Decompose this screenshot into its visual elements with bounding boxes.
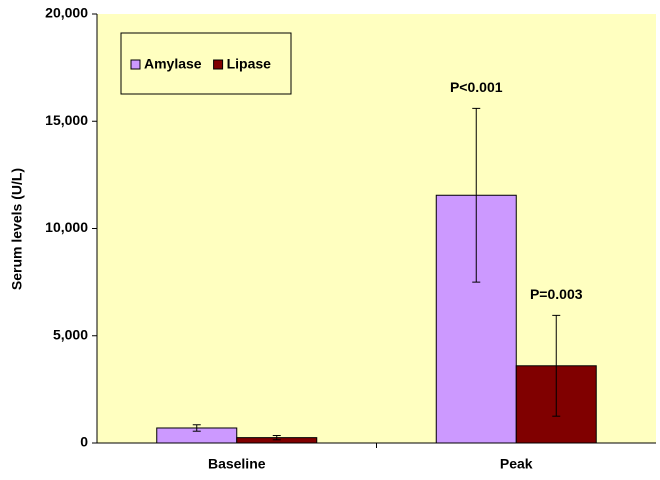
legend-swatch bbox=[130, 59, 141, 70]
y-tick-label: 0 bbox=[80, 434, 88, 450]
x-tick-label: Baseline bbox=[208, 456, 266, 472]
error-bar bbox=[472, 107, 481, 283]
error-bar bbox=[272, 434, 281, 441]
y-tick-label: 15,000 bbox=[45, 112, 88, 128]
y-tick-label: 5,000 bbox=[53, 326, 88, 342]
annotation: P=0.003 bbox=[530, 286, 583, 302]
legend-label: Amylase bbox=[144, 56, 202, 72]
legend-box bbox=[120, 32, 292, 95]
legend-label: Lipase bbox=[227, 56, 272, 72]
y-tick-label: 20,000 bbox=[45, 5, 88, 21]
error-bar bbox=[552, 314, 561, 417]
y-axis-label: Serum levels (U/L) bbox=[9, 168, 25, 290]
legend-swatch bbox=[213, 59, 224, 70]
error-bar bbox=[192, 424, 201, 432]
x-tick-label: Peak bbox=[500, 456, 533, 472]
y-tick-label: 10,000 bbox=[45, 219, 88, 235]
annotation: P<0.001 bbox=[450, 79, 503, 95]
